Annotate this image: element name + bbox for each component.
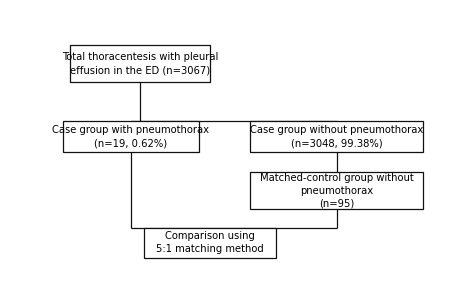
Text: Comparison using
5:1 matching method: Comparison using 5:1 matching method <box>156 231 264 254</box>
Text: Matched-control group without
pneumothorax
(n=95): Matched-control group without pneumothor… <box>260 172 413 209</box>
FancyBboxPatch shape <box>63 122 199 152</box>
FancyBboxPatch shape <box>144 228 276 258</box>
FancyBboxPatch shape <box>70 45 210 82</box>
FancyBboxPatch shape <box>250 172 423 209</box>
Text: Case group without pneumothorax
(n=3048, 99.38%): Case group without pneumothorax (n=3048,… <box>250 125 423 148</box>
Text: Case group with pneumothorax
(n=19, 0.62%): Case group with pneumothorax (n=19, 0.62… <box>53 125 210 148</box>
Text: Total thoracentesis with pleural
effusion in the ED (n=3067): Total thoracentesis with pleural effusio… <box>62 52 218 75</box>
FancyBboxPatch shape <box>250 122 423 152</box>
